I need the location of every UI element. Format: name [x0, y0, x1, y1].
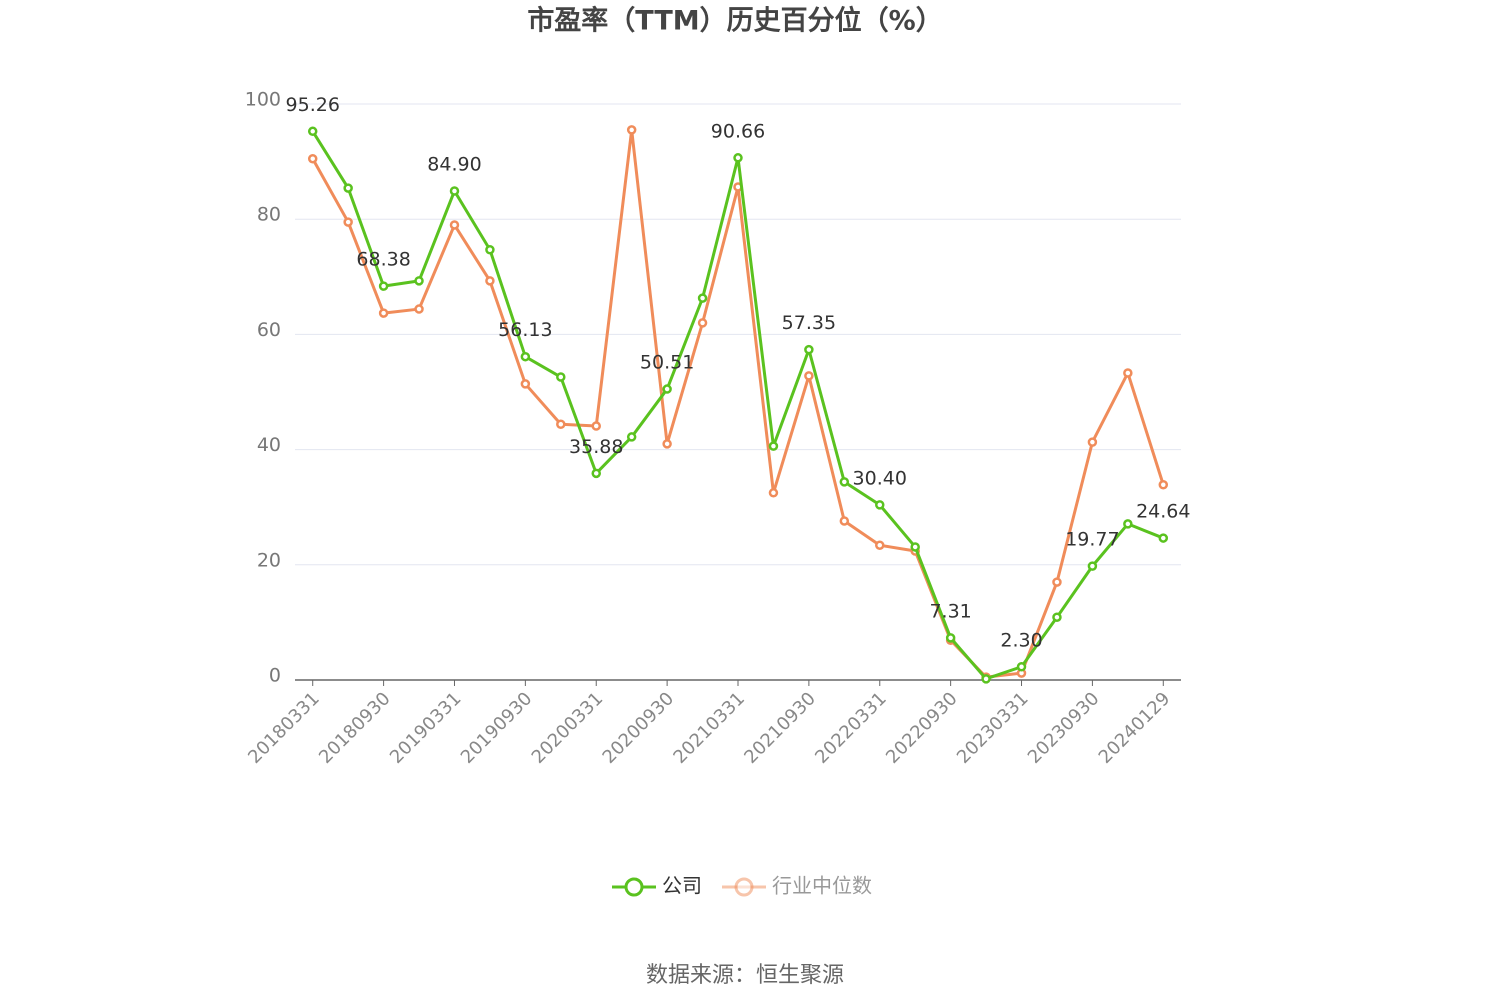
y-tick-label: 100: [245, 89, 281, 111]
data-point: [697, 293, 708, 303]
data-point: [626, 432, 637, 442]
legend-swatch[interactable]: [734, 877, 754, 897]
data-point: [307, 126, 318, 137]
data-label: 68.38: [356, 249, 410, 271]
chart-title: 市盈率（TTM）历史百分位（%）: [527, 5, 942, 37]
data-point: [520, 379, 531, 389]
data-point: [626, 125, 637, 135]
data-point: [733, 153, 743, 163]
x-tick-label: 20180331: [244, 688, 324, 768]
data-point: [1087, 561, 1098, 571]
series-line: [311, 130, 1164, 681]
y-tick-label: 40: [257, 434, 281, 456]
data-point: [343, 183, 353, 193]
data-point: [662, 439, 672, 449]
data-point: [1087, 437, 1098, 447]
data-label: 84.90: [427, 153, 481, 175]
data-point: [981, 674, 991, 684]
data-label: 56.13: [498, 319, 552, 341]
x-tick-label: 20190331: [386, 688, 466, 768]
data-point: [1158, 479, 1169, 490]
data-point: [945, 633, 956, 643]
data-label: 2.30: [1000, 629, 1042, 651]
data-point: [556, 419, 566, 430]
data-point: [697, 318, 708, 328]
data-label: 30.40: [853, 467, 907, 489]
x-tick-label: 20220930: [882, 688, 962, 768]
data-point: [875, 500, 885, 510]
data-label: 24.64: [1136, 501, 1190, 523]
data-label: 35.88: [569, 436, 623, 458]
data-point: [449, 186, 460, 196]
y-tick-label: 60: [257, 319, 281, 341]
data-point: [910, 542, 920, 552]
data-point: [662, 384, 672, 394]
x-tick-label: 20230930: [1024, 688, 1104, 768]
x-tick-label: 20230331: [953, 688, 1033, 768]
data-point: [839, 516, 850, 526]
legend-swatch[interactable]: [624, 877, 644, 897]
y-tick-label: 0: [269, 665, 281, 687]
data-label: 90.66: [711, 120, 765, 142]
data-point: [804, 344, 814, 355]
data-point: [1016, 662, 1027, 672]
x-tick-label: 20180930: [315, 688, 395, 768]
data-point: [768, 441, 779, 451]
data-point: [1123, 368, 1133, 378]
x-tick-label: 20210331: [669, 688, 749, 768]
series-line: [311, 128, 1165, 679]
data-label: 57.35: [782, 312, 836, 334]
data-point: [485, 244, 495, 255]
data-point: [449, 220, 460, 230]
legend-label[interactable]: 公司: [662, 874, 702, 898]
data-point: [485, 276, 495, 286]
data-label: 19.77: [1065, 529, 1119, 551]
data-point: [1052, 577, 1062, 587]
data-point: [307, 153, 318, 164]
source-note: 数据来源：恒生聚源: [646, 963, 844, 988]
data-point: [378, 308, 389, 318]
x-tick-label: 20190930: [457, 688, 537, 768]
data-point: [591, 421, 601, 431]
data-point: [414, 276, 424, 286]
data-label: 95.26: [286, 94, 340, 116]
data-point: [875, 540, 885, 550]
data-point: [520, 351, 531, 362]
data-point: [343, 217, 353, 227]
x-tick-label: 20210930: [740, 688, 820, 768]
data-point: [768, 488, 779, 498]
data-point: [591, 468, 601, 479]
legend-label[interactable]: 行业中位数: [772, 874, 872, 898]
y-tick-label: 80: [257, 204, 281, 226]
data-point: [414, 304, 424, 314]
y-tick-label: 20: [257, 549, 281, 571]
data-label: 50.51: [640, 352, 694, 374]
data-point: [556, 372, 566, 382]
data-label: 7.31: [929, 600, 971, 622]
x-tick-label: 20220331: [811, 688, 891, 768]
data-point: [1123, 519, 1133, 529]
data-point: [1158, 533, 1169, 543]
data-point: [839, 477, 850, 487]
x-tick-label: 20200930: [599, 688, 679, 768]
data-point: [1052, 612, 1062, 622]
data-point: [378, 281, 389, 291]
x-tick-label: 20200331: [528, 688, 608, 768]
data-point: [804, 371, 814, 381]
x-tick-label: 20240129: [1095, 688, 1175, 768]
